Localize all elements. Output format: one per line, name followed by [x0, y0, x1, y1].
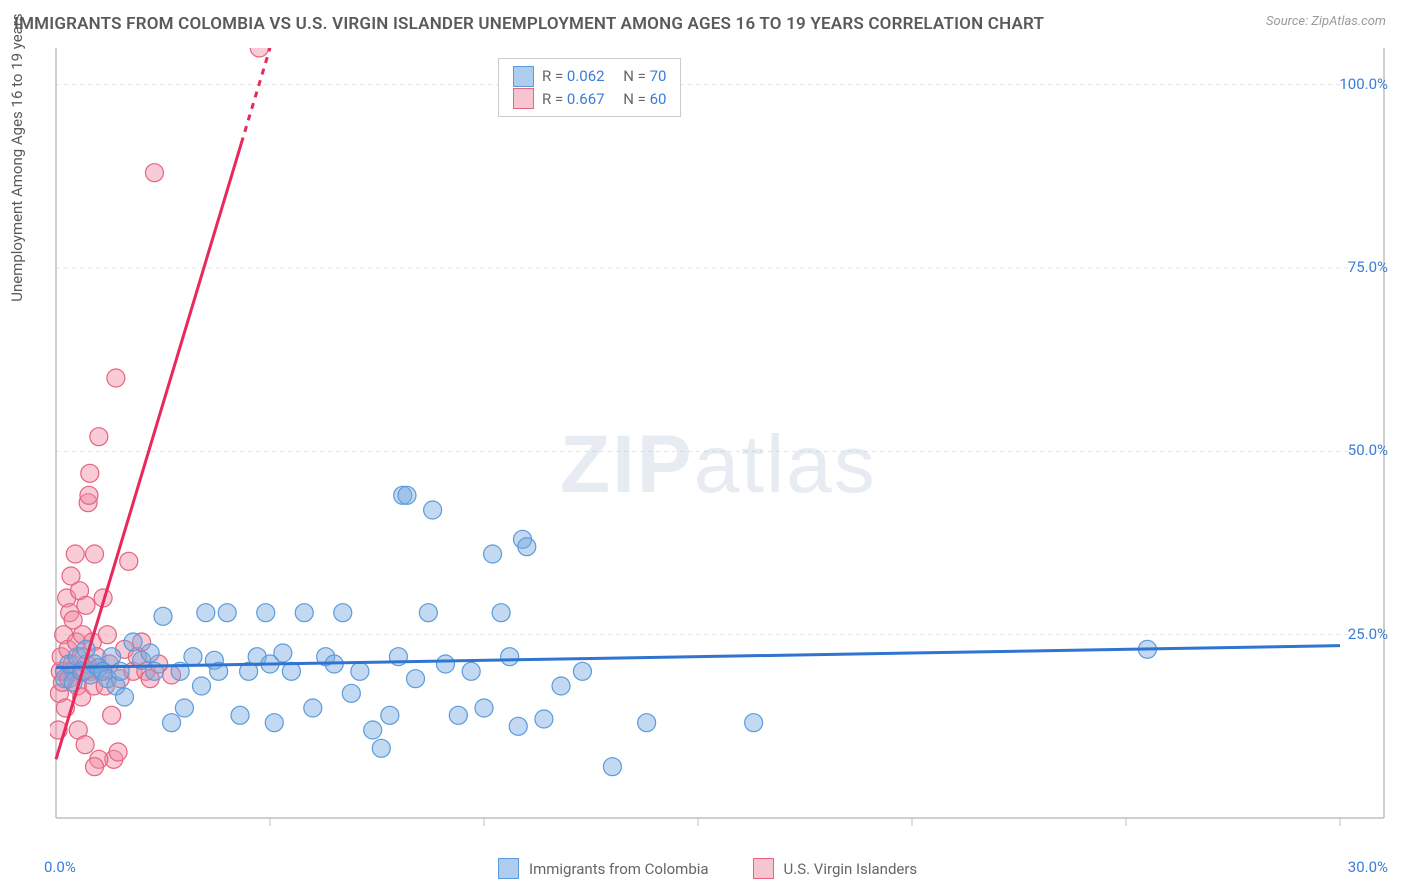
y-tick-50: 50.0% [1348, 441, 1388, 459]
legend-swatch-blue [513, 66, 534, 87]
legend-label-pink: U.S. Virgin Islanders [784, 860, 918, 878]
chart-svg [50, 48, 1390, 838]
legend-swatch-pink [513, 88, 534, 109]
correlation-legend: R = 0.062 N = 70 R = 0.667 N = 60 [498, 58, 681, 117]
y-tick-25: 25.0% [1348, 625, 1388, 643]
source-attribution: Source: ZipAtlas.com [1266, 14, 1386, 29]
y-tick-100: 100.0% [1339, 75, 1388, 93]
legend-row-blue: R = 0.062 N = 70 [513, 65, 666, 88]
legend-swatch-blue-bottom [498, 858, 519, 879]
legend-row-pink: R = 0.667 N = 60 [513, 88, 666, 111]
x-tick-min: 0.0% [44, 858, 76, 876]
series-legend: Immigrants from Colombia U.S. Virgin Isl… [498, 858, 917, 879]
x-tick-max: 30.0% [1348, 858, 1388, 876]
scatter-plot: ZIPatlas [50, 48, 1390, 838]
legend-label-blue: Immigrants from Colombia [529, 860, 709, 878]
legend-swatch-pink-bottom [753, 858, 774, 879]
y-axis-label: Unemployment Among Ages 16 to 19 years [8, 13, 26, 301]
y-tick-75: 75.0% [1348, 258, 1388, 276]
chart-title: IMMIGRANTS FROM COLOMBIA VS U.S. VIRGIN … [14, 14, 1044, 34]
